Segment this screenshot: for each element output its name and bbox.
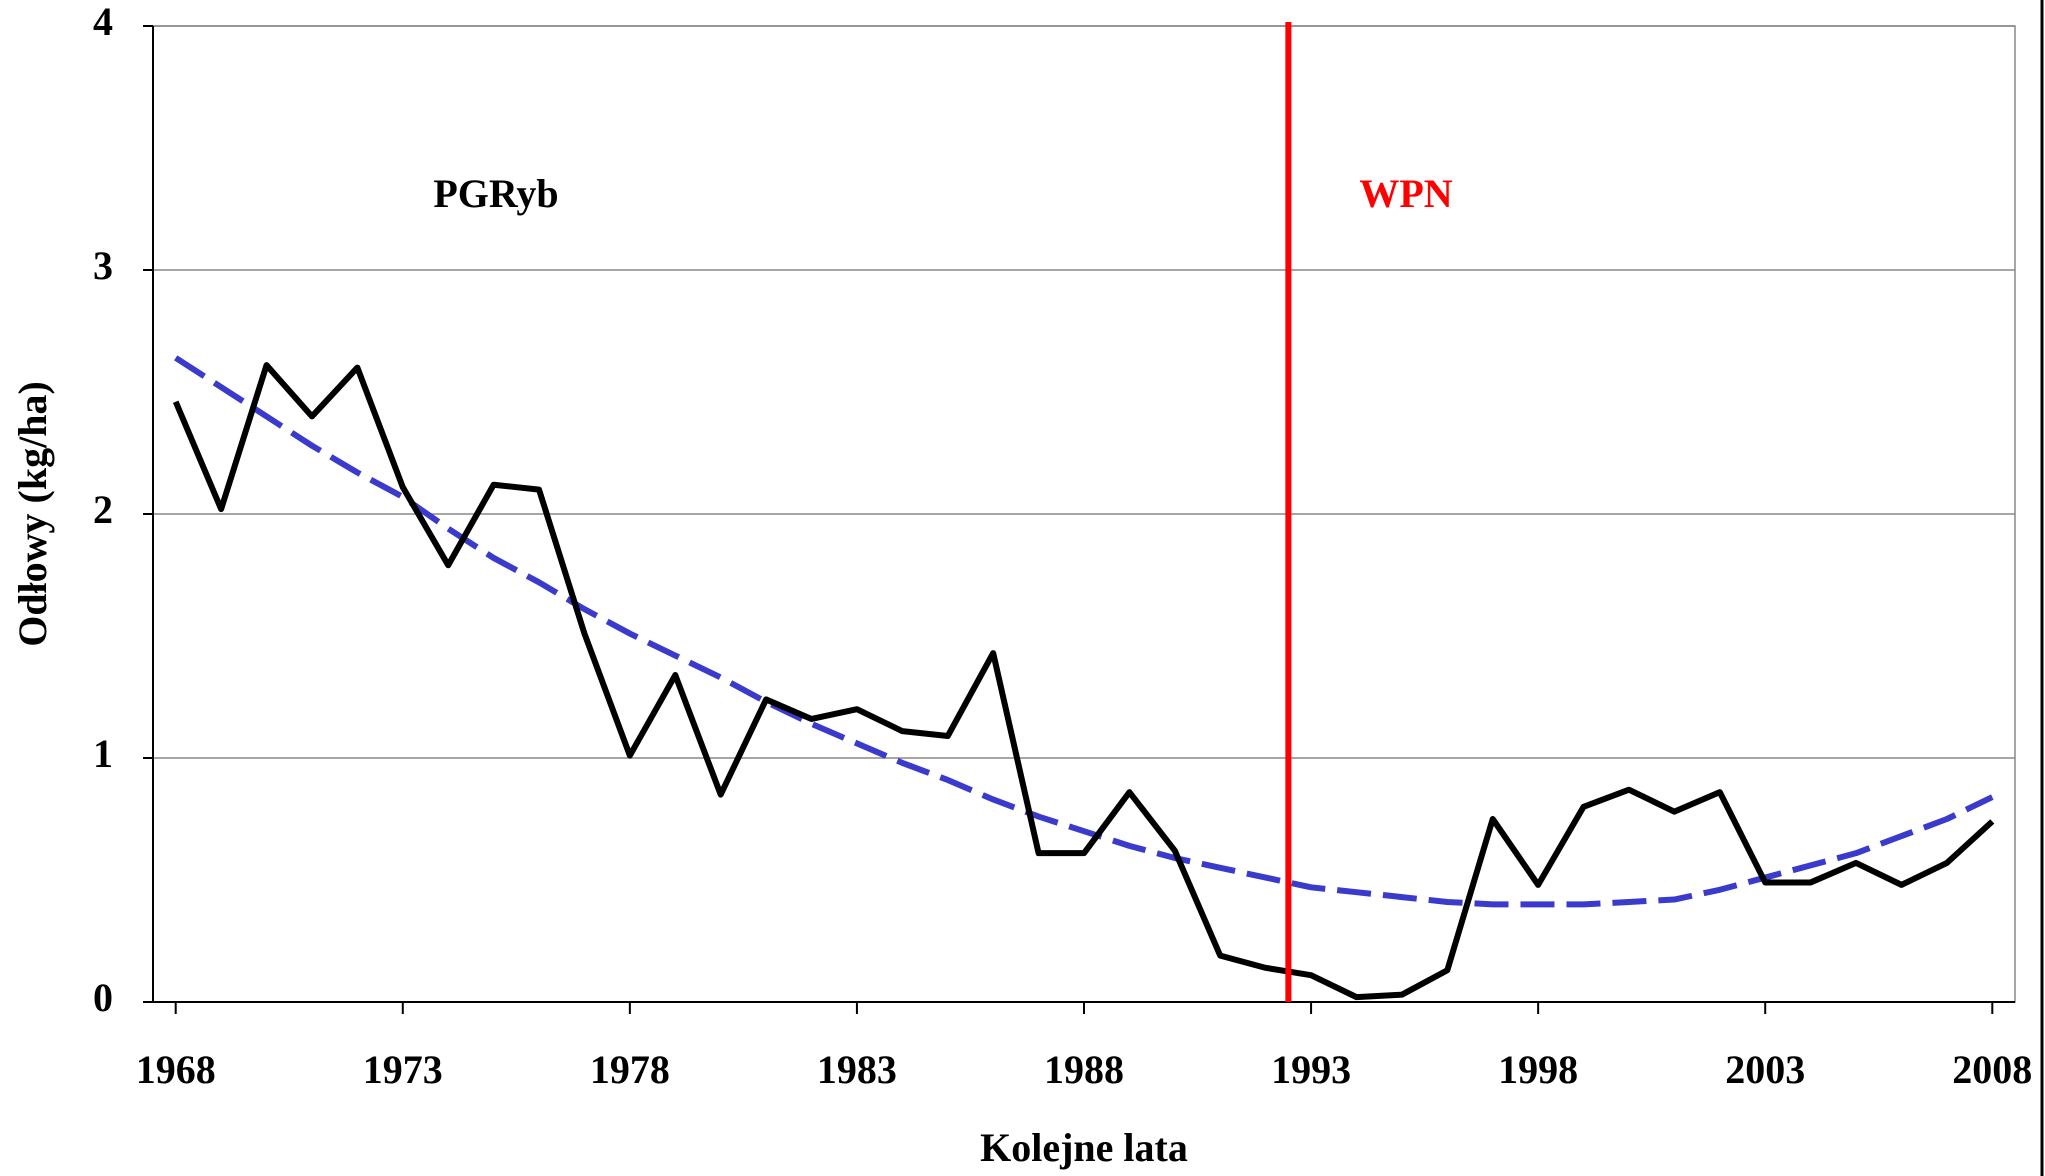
x-tick-label: 1968	[136, 1047, 216, 1092]
series-line	[172, 362, 1995, 1001]
x-tick-label: 1983	[817, 1047, 897, 1092]
x-tick-label: 1988	[1044, 1047, 1124, 1092]
series-line	[174, 355, 1994, 908]
x-tick-label: 1978	[590, 1047, 670, 1092]
x-tick-label: 1998	[1498, 1047, 1578, 1092]
x-tick-label: 1973	[363, 1047, 443, 1092]
x-axis-title: Kolejne lata	[980, 1125, 1188, 1170]
y-tick-label: 1	[93, 731, 113, 776]
annotation: WPN	[1359, 171, 1452, 216]
y-axis-title: Odłowy (kg/ha)	[10, 381, 55, 647]
x-tick-label: 1993	[1271, 1047, 1351, 1092]
x-tick-label: 2008	[1952, 1047, 2032, 1092]
y-tick-label: 2	[93, 487, 113, 532]
y-tick-label: 3	[93, 243, 113, 288]
annotation: PGRyb	[433, 171, 558, 216]
y-tick-label: 4	[93, 0, 113, 44]
y-tick-label: 0	[93, 975, 113, 1020]
x-tick-label: 2003	[1725, 1047, 1805, 1092]
